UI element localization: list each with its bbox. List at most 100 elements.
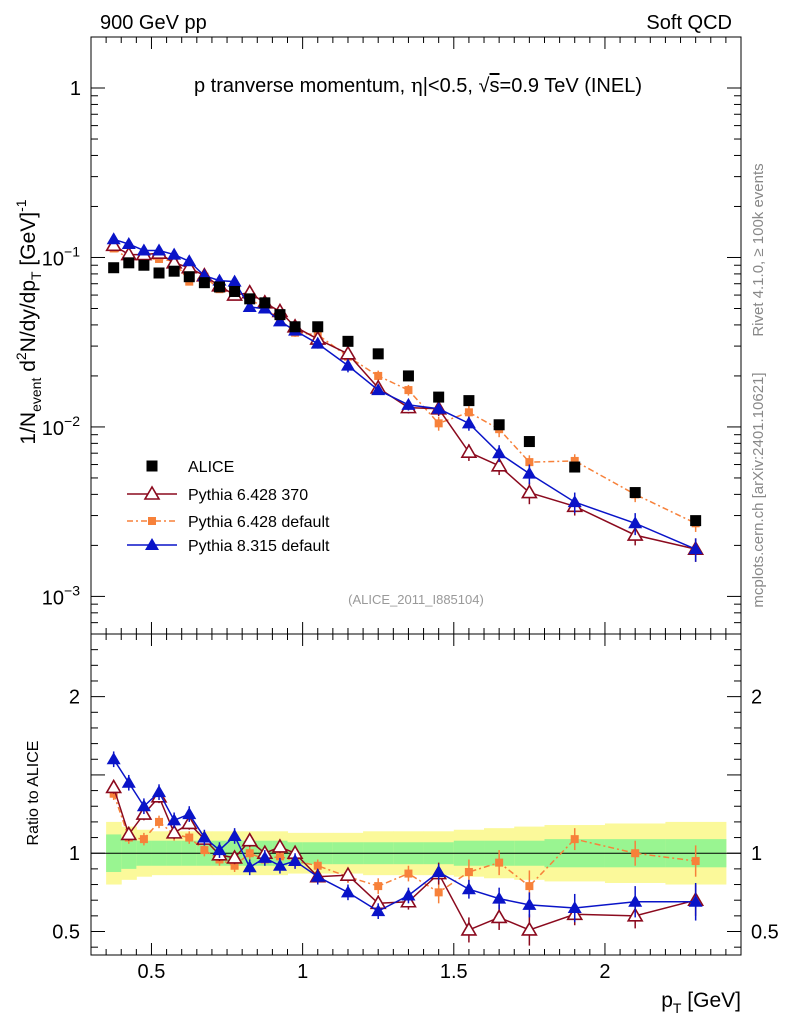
- data-point: [108, 262, 120, 274]
- ratio-point: [152, 785, 167, 798]
- data-point: [434, 419, 443, 428]
- data-point: [493, 419, 505, 431]
- y-tick-label-base: 10: [42, 587, 64, 609]
- y-tick-label-base: 10: [42, 248, 64, 270]
- legend-item: Pythia 6.428 370: [127, 485, 308, 504]
- ratio-point: [288, 854, 303, 867]
- ratio-point: [185, 833, 194, 842]
- data-point: [433, 391, 445, 403]
- ratio-point: [628, 894, 643, 907]
- data-point: [374, 371, 383, 380]
- ratio-point: [165, 824, 183, 839]
- y-tick-label: 10−2: [42, 413, 80, 440]
- data-point: [227, 274, 242, 287]
- x-tick-label: 1.5: [440, 961, 468, 983]
- x-tick-label: 2: [599, 961, 610, 983]
- data-point: [121, 237, 136, 250]
- data-point: [229, 285, 241, 297]
- ratio-point: [121, 775, 136, 788]
- ratio-point: [310, 869, 325, 882]
- data-point: [401, 397, 416, 410]
- ratio-tick-label: 0.5: [52, 922, 80, 944]
- data-point: [464, 408, 473, 417]
- ratio-point: [688, 894, 703, 907]
- ratio-point: [105, 778, 123, 794]
- data-point: [460, 443, 478, 458]
- legend-marker: [148, 517, 156, 525]
- y-axis-label: 1/Nevent d2N/dy/dpT [GeV]-1: [13, 199, 44, 444]
- series-line: [113, 247, 696, 524]
- data-point: [152, 243, 167, 256]
- ratio-point: [226, 849, 243, 864]
- ratio-point: [120, 825, 138, 841]
- data-point: [167, 247, 182, 260]
- data-point: [461, 416, 476, 429]
- main-panel-series: [105, 232, 705, 562]
- x-tick-label: 0.5: [138, 961, 166, 983]
- legend-item: ALICE: [146, 459, 234, 476]
- y-tick-label-exp: −3: [64, 582, 80, 598]
- ratio-point: [460, 921, 478, 936]
- data-point: [570, 456, 579, 465]
- data-point: [404, 386, 413, 395]
- ratio-point: [257, 850, 272, 863]
- main-title: p tranverse momentum, η|<0.5, √s=0.9 TeV…: [194, 73, 642, 97]
- data-point: [431, 401, 446, 414]
- ratio-point: [242, 860, 257, 873]
- ratio-point: [340, 885, 355, 898]
- ratio-point: [371, 904, 386, 917]
- data-point: [520, 483, 538, 499]
- data-point: [690, 515, 702, 527]
- data-point: [402, 370, 414, 382]
- rivet-version-label: Rivet 4.1.0, ≥ 100k events: [750, 163, 767, 336]
- ratio-point: [139, 835, 148, 844]
- ratio-point: [106, 752, 121, 765]
- ratio-point: [525, 882, 534, 891]
- data-point: [525, 458, 534, 467]
- legend-item: Pythia 8.315 default: [127, 538, 330, 555]
- data-point: [242, 300, 257, 313]
- ratio-line: [113, 758, 696, 913]
- ratio-point: [404, 869, 413, 878]
- data-point: [569, 461, 581, 473]
- data-point: [371, 383, 386, 396]
- series-pythia-8-315-default: [106, 232, 703, 562]
- data-point: [136, 243, 151, 256]
- y-tick-label-base: 10: [42, 418, 64, 440]
- data-point: [629, 487, 641, 499]
- y-tick-label-exp: −2: [64, 413, 80, 429]
- legend-marker: [146, 460, 158, 472]
- data-point: [372, 348, 384, 360]
- ratio-point: [492, 891, 507, 904]
- ratio-point: [495, 858, 504, 867]
- data-point: [182, 254, 197, 267]
- data-point: [492, 446, 507, 459]
- data-point: [340, 358, 355, 371]
- y-tick-label: 10−1: [42, 243, 80, 270]
- ratio-point: [155, 817, 164, 826]
- data-point: [312, 321, 324, 333]
- ratio-series-pythia-8-315-default: [106, 751, 703, 923]
- data-point: [522, 466, 537, 479]
- ratio-tick-label: 1: [69, 843, 80, 865]
- data-point: [183, 271, 195, 283]
- ratio-point: [313, 861, 322, 870]
- series-alice: [108, 257, 702, 527]
- y-tick-label-exp: −1: [64, 243, 80, 259]
- ratio-point: [167, 813, 182, 826]
- data-point: [106, 232, 121, 245]
- ratio-tick-label-right: 2: [751, 687, 762, 709]
- data-point: [310, 336, 325, 349]
- x-tick-label: 1: [297, 961, 308, 983]
- ratio-point: [271, 838, 289, 853]
- data-point: [168, 265, 180, 277]
- ratio-point: [490, 908, 508, 924]
- ratio-point: [522, 897, 537, 910]
- ratio-point: [631, 849, 640, 858]
- data-point: [272, 314, 287, 327]
- ratio-point: [431, 865, 446, 878]
- ratio-point: [230, 861, 239, 870]
- ratio-point: [401, 888, 416, 901]
